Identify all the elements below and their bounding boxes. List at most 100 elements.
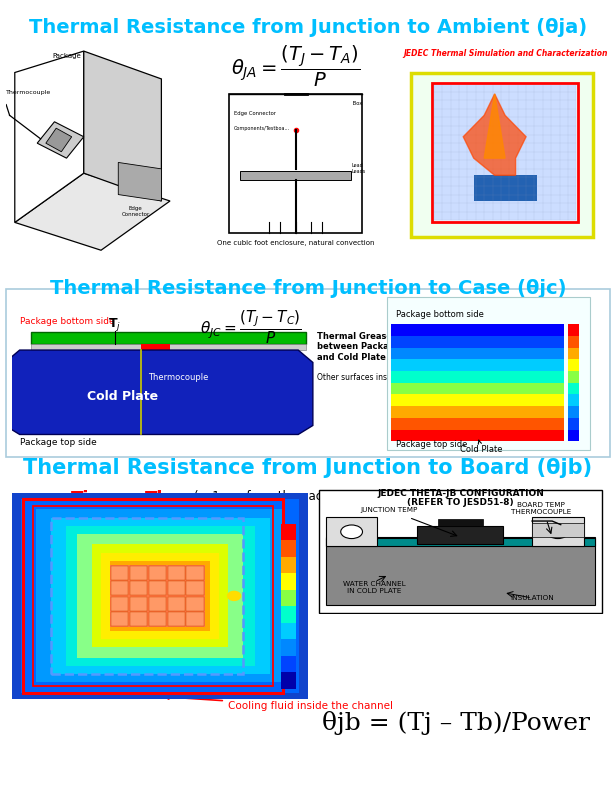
Bar — [282, 672, 296, 688]
Bar — [33, 507, 272, 685]
Bar — [532, 523, 583, 537]
Circle shape — [227, 591, 241, 600]
Bar — [23, 499, 283, 692]
Bar — [148, 581, 166, 595]
Bar — [51, 518, 243, 674]
Bar — [326, 517, 378, 546]
Bar — [569, 418, 579, 430]
Bar — [31, 332, 306, 344]
Bar — [474, 175, 537, 201]
Bar — [434, 86, 577, 221]
Text: Other surfaces insulated: Other surfaces insulated — [317, 373, 411, 382]
Bar — [569, 371, 579, 383]
Bar — [187, 566, 204, 580]
Bar — [148, 596, 166, 611]
Bar — [282, 623, 296, 639]
Text: (~ 1mm from the package edge): (~ 1mm from the package edge) — [194, 490, 389, 503]
Bar — [130, 612, 147, 626]
Bar — [392, 418, 564, 430]
Bar — [282, 557, 296, 573]
Polygon shape — [484, 94, 505, 158]
Bar — [78, 534, 243, 658]
Text: Package bottom side: Package bottom side — [395, 310, 484, 319]
Bar — [187, 596, 204, 611]
Text: Edge
Connector: Edge Connector — [121, 206, 150, 217]
Text: JEDEC Thermal Simulation and Characterization: JEDEC Thermal Simulation and Characteriz… — [403, 49, 607, 58]
Bar — [168, 612, 185, 626]
Bar — [51, 518, 270, 674]
Bar — [130, 566, 147, 580]
Bar — [101, 553, 219, 639]
Text: Package top side: Package top side — [20, 438, 96, 447]
Polygon shape — [411, 73, 593, 238]
Polygon shape — [432, 83, 578, 222]
Bar — [110, 561, 211, 631]
Text: Tb: Tb — [145, 490, 170, 507]
Polygon shape — [463, 94, 526, 175]
Bar — [569, 347, 579, 360]
Circle shape — [341, 525, 362, 539]
Bar — [111, 566, 128, 580]
Bar — [532, 517, 583, 546]
Polygon shape — [46, 128, 71, 152]
Bar — [569, 336, 579, 347]
Bar — [111, 612, 128, 626]
Bar — [569, 324, 579, 336]
Bar — [6, 289, 610, 457]
Text: JUNCTION TEMP: JUNCTION TEMP — [360, 507, 418, 513]
Bar — [326, 538, 595, 546]
Text: Components/Testboa...: Components/Testboa... — [233, 126, 290, 132]
Bar — [168, 581, 185, 595]
Bar — [31, 344, 306, 350]
Bar — [140, 344, 170, 350]
Text: JEDEC THETA-JB CONFIGURATION: JEDEC THETA-JB CONFIGURATION — [377, 489, 544, 498]
Bar — [437, 520, 484, 527]
Bar — [187, 612, 204, 626]
Bar — [36, 509, 285, 683]
Bar — [168, 596, 185, 611]
Bar — [418, 527, 503, 545]
Bar — [392, 383, 564, 394]
Text: $\theta_{JC} = \dfrac{(T_J - T_C)}{P}$: $\theta_{JC} = \dfrac{(T_J - T_C)}{P}$ — [200, 309, 301, 346]
Text: Thermal Resistance from Junction to Board (θjb): Thermal Resistance from Junction to Boar… — [23, 458, 593, 478]
Polygon shape — [84, 51, 161, 201]
Bar — [569, 360, 579, 371]
Text: Package bottom side: Package bottom side — [20, 318, 115, 326]
Text: Thermal Resistance from Junction to Case (θjc): Thermal Resistance from Junction to Case… — [50, 279, 566, 298]
Bar — [282, 524, 296, 541]
Bar — [392, 347, 564, 360]
Bar — [392, 360, 564, 371]
Text: Thermal Grease
between Package
and Cold Plate: Thermal Grease between Package and Cold … — [317, 332, 400, 362]
Bar — [392, 324, 564, 336]
Bar — [392, 371, 564, 383]
Bar — [65, 526, 255, 666]
Text: Lead
Leads: Lead Leads — [351, 163, 365, 175]
Bar — [569, 430, 579, 441]
Bar — [148, 612, 166, 626]
Bar — [392, 406, 564, 418]
Bar — [392, 394, 564, 406]
Text: (REFER TO JESD51-8): (REFER TO JESD51-8) — [407, 498, 514, 507]
Bar — [282, 639, 296, 655]
Bar — [111, 581, 128, 595]
Bar — [111, 596, 128, 611]
Text: Cold Plate: Cold Plate — [87, 389, 158, 402]
Bar — [187, 581, 204, 595]
Bar — [110, 565, 205, 627]
Bar — [569, 383, 579, 394]
Text: T$_j$: T$_j$ — [108, 316, 121, 333]
Bar — [326, 537, 595, 605]
Polygon shape — [118, 162, 161, 201]
Bar — [282, 655, 296, 672]
Text: Package: Package — [52, 53, 81, 58]
Text: θjb = (Tj – Tb)/Power: θjb = (Tj – Tb)/Power — [322, 711, 590, 735]
Bar — [240, 171, 351, 179]
Polygon shape — [15, 173, 170, 250]
Text: Edge Connector: Edge Connector — [233, 112, 275, 116]
Bar — [168, 566, 185, 580]
Text: Package top side: Package top side — [395, 440, 467, 449]
Bar — [130, 596, 147, 611]
Polygon shape — [15, 51, 84, 222]
Text: Tj: Tj — [71, 490, 89, 507]
Text: INSULATION: INSULATION — [510, 595, 554, 601]
